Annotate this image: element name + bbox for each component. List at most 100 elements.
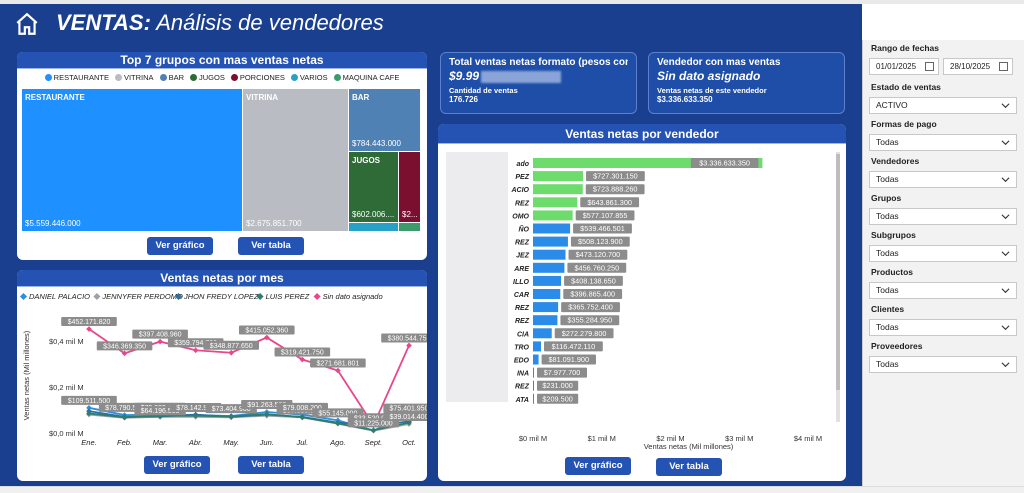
filter-dropdown[interactable]: Todas	[869, 208, 1017, 225]
series-point[interactable]	[335, 420, 341, 427]
chevron-down-icon[interactable]	[1001, 323, 1010, 332]
bar[interactable]	[533, 302, 559, 313]
bar-value-label: $473.120.700	[568, 249, 628, 260]
series-point[interactable]	[370, 427, 377, 434]
x-tick-label: Abr.	[188, 438, 202, 447]
treemap-table-button[interactable]: Ver tabla	[238, 237, 304, 255]
series-point[interactable]	[121, 414, 128, 421]
series-point[interactable]	[335, 367, 341, 374]
data-label: $415.052.360	[238, 325, 295, 335]
series-point[interactable]	[406, 419, 412, 426]
bar[interactable]	[533, 393, 534, 404]
filter-dropdown[interactable]: Todas	[869, 356, 1017, 373]
tile-varios[interactable]	[349, 223, 398, 231]
date-from-input[interactable]: 01/01/2025	[869, 58, 939, 75]
bar[interactable]	[533, 262, 565, 273]
line-table-button[interactable]: Ver tabla	[238, 456, 304, 474]
filter-dropdown[interactable]: Todas	[869, 245, 1017, 262]
line-chart-button[interactable]: Ver gráfico	[144, 456, 210, 474]
scrollbar-thumb[interactable]	[836, 154, 840, 390]
series-point[interactable]	[86, 404, 92, 411]
line-legend-item[interactable]: JENNYFER PERDOMO	[93, 292, 183, 301]
chevron-down-icon[interactable]	[1001, 249, 1010, 258]
bar-value-box	[586, 171, 645, 182]
bar[interactable]	[533, 328, 552, 339]
filter-dropdown[interactable]: Todas	[869, 319, 1017, 336]
x-tick-label: Jun.	[259, 438, 274, 447]
tile-bar[interactable]: BAR $784.443.000	[349, 89, 420, 151]
line-legend-item[interactable]: JHON FREDY LOPEZ	[174, 292, 259, 301]
calendar-icon[interactable]	[999, 62, 1008, 71]
bottom-bar	[0, 486, 1024, 493]
legend-item[interactable]: VITRINA	[114, 73, 154, 82]
chevron-down-icon[interactable]	[1001, 101, 1010, 110]
series-point[interactable]	[228, 413, 235, 420]
legend-item[interactable]: MAQUINA CAFE	[333, 73, 399, 82]
bar[interactable]	[533, 184, 583, 195]
series-point[interactable]	[157, 338, 163, 345]
legend-item[interactable]: BAR	[159, 73, 184, 82]
date-to-input[interactable]: 28/10/2025	[943, 58, 1013, 75]
tile-jugos[interactable]: JUGOS $602.006....	[349, 152, 398, 222]
chevron-down-icon[interactable]	[1001, 138, 1010, 147]
bar-table-button[interactable]: Ver tabla	[656, 458, 722, 476]
tile-restaurante[interactable]: RESTAURANTE $5.559.446.000	[22, 89, 242, 231]
bar-value-label: $396.865.400	[563, 289, 623, 299]
bar[interactable]	[533, 158, 763, 168]
bar-value-label: $231.000	[537, 380, 579, 391]
bar[interactable]	[533, 341, 542, 352]
bar[interactable]	[533, 223, 571, 234]
bar[interactable]	[533, 367, 534, 378]
y-axis-title: Ventas netas (Mil millones)	[22, 330, 31, 420]
line-legend-item[interactable]: Sin dato asignado	[313, 292, 383, 301]
series-point[interactable]	[86, 410, 92, 417]
home-icon[interactable]	[14, 11, 40, 37]
series-point[interactable]	[121, 350, 128, 357]
bar-value-box	[568, 249, 628, 260]
series-point[interactable]	[299, 414, 306, 421]
bar[interactable]	[533, 171, 584, 182]
series-point[interactable]	[263, 411, 270, 417]
legend-item[interactable]: JUGOS	[189, 73, 225, 82]
series-point[interactable]	[406, 342, 412, 349]
bar-value-box	[690, 158, 759, 168]
chevron-down-icon[interactable]	[1001, 286, 1010, 295]
calendar-icon[interactable]	[925, 62, 934, 71]
filter-dropdown[interactable]: Todas	[869, 282, 1017, 299]
bar-value-label: $81.091.900	[541, 354, 596, 365]
bar-value-text: $473.120.700	[576, 250, 621, 259]
tile-maquina-cafe[interactable]	[399, 223, 420, 231]
legend-item[interactable]: RESTAURANTE	[44, 73, 109, 82]
bar[interactable]	[533, 315, 558, 326]
tile-porciones[interactable]: $2...	[399, 152, 420, 222]
bar[interactable]	[533, 197, 578, 208]
chevron-down-icon[interactable]	[1001, 360, 1010, 369]
filter-dropdown[interactable]: Todas	[869, 134, 1017, 151]
chevron-down-icon[interactable]	[1001, 175, 1010, 184]
filter-label: Grupos	[871, 193, 902, 203]
line-legend-item[interactable]: LUIS PEREZ	[256, 292, 310, 301]
series-point[interactable]	[192, 412, 199, 419]
chevron-down-icon[interactable]	[1001, 212, 1010, 221]
line-legend-item[interactable]: DANIEL PALACIO	[19, 292, 90, 301]
kpi-total-ventas: Total ventas netas formato (pesos con ..…	[440, 52, 637, 114]
bar[interactable]	[533, 354, 539, 365]
bar[interactable]	[533, 289, 561, 299]
bar-value-box	[573, 223, 632, 234]
treemap-chart-button[interactable]: Ver gráfico	[147, 237, 213, 255]
filter-dropdown[interactable]: Todas	[869, 171, 1017, 188]
series-point[interactable]	[228, 349, 235, 356]
tile-vitrina[interactable]: VITRINA $2.675.851.700	[243, 89, 348, 231]
bar[interactable]	[533, 236, 568, 247]
bar-chart-button[interactable]: Ver gráfico	[565, 457, 631, 475]
bar[interactable]	[533, 210, 573, 221]
bar[interactable]	[533, 249, 566, 260]
series-point[interactable]	[192, 347, 199, 354]
legend-item[interactable]: PORCIONES	[230, 73, 285, 82]
bar-value-text: $365.752.400	[568, 303, 613, 312]
bar[interactable]	[533, 275, 562, 286]
legend-item[interactable]: VARIOS	[290, 73, 328, 82]
filter-dropdown[interactable]: ACTIVO	[869, 97, 1017, 114]
bar-value-text: $116.472.110	[552, 342, 596, 351]
bar[interactable]	[533, 380, 534, 391]
